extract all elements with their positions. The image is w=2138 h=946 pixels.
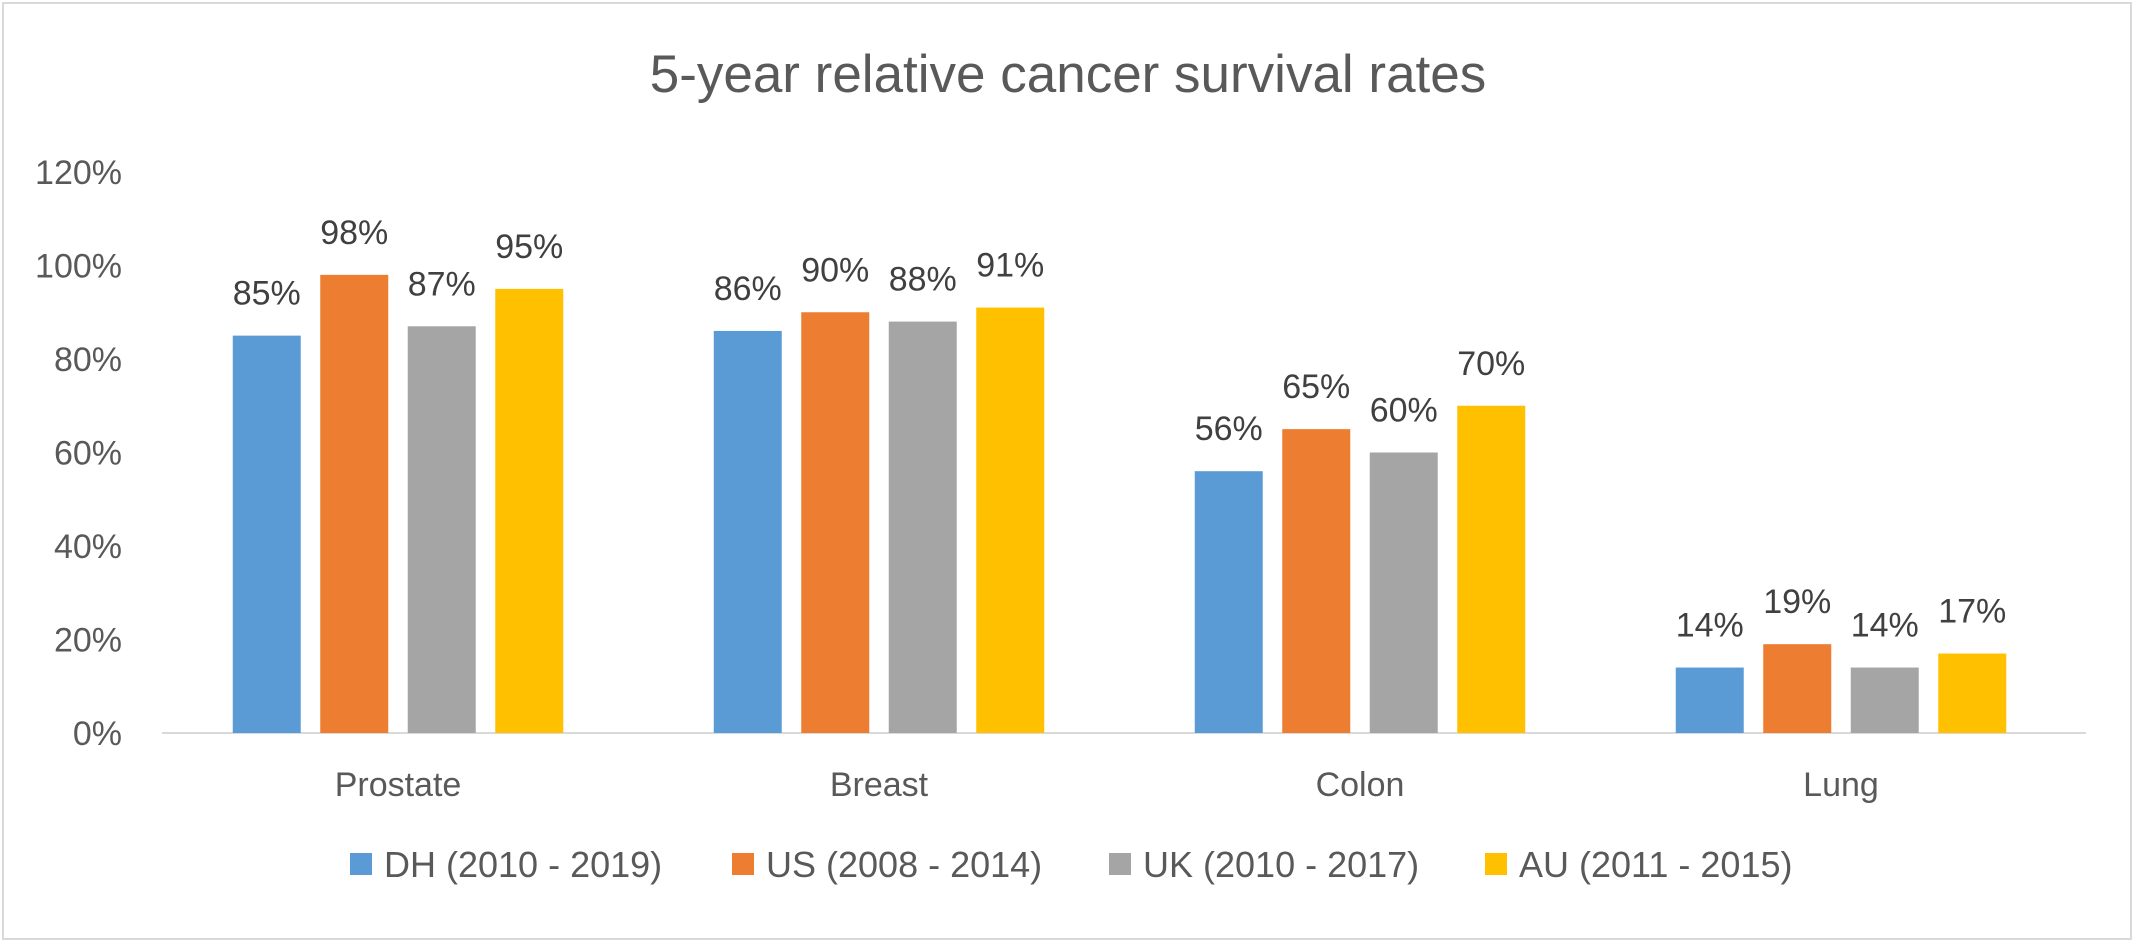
bar (1282, 429, 1351, 733)
data-label: 14% (1676, 607, 1744, 645)
bars-group (232, 274, 2007, 733)
x-axis: Prostate Breast Colon Lung (162, 732, 2086, 804)
bar (1763, 644, 1832, 733)
data-label: 70% (1457, 345, 1525, 383)
legend-label: DH (2010 - 2019) (384, 844, 662, 885)
legend-label: AU (2011 - 2015) (1519, 844, 1792, 885)
bar (1938, 653, 2007, 733)
bar (232, 335, 301, 733)
legend-swatch (350, 853, 372, 875)
data-label: 65% (1282, 368, 1350, 406)
bar (1675, 667, 1744, 733)
y-tick-label: 80% (54, 341, 122, 379)
bar (888, 321, 957, 733)
bar (320, 274, 389, 733)
y-tick-label: 120% (35, 154, 122, 192)
data-labels-group: 85% 86% 56% 14% 98% 90% 65% 19% 87% 88% 60% 14% 95% 9… (233, 214, 2007, 645)
data-label: 95% (495, 228, 563, 266)
y-axis: 0% 20% 40% 60% 80% 100% 120% (35, 154, 122, 753)
bar (495, 288, 564, 733)
legend-item: AU (2011 - 2015) (1485, 844, 1792, 885)
bar (1457, 405, 1526, 733)
x-tick-label: Prostate (335, 766, 462, 804)
y-tick-label: 60% (54, 435, 122, 473)
data-label: 88% (889, 261, 957, 299)
y-tick-label: 20% (54, 622, 122, 660)
bar (801, 312, 870, 733)
data-label: 19% (1763, 583, 1831, 621)
data-label: 98% (320, 214, 388, 252)
data-label: 86% (714, 270, 782, 308)
data-label: 56% (1195, 410, 1263, 448)
bar (407, 326, 476, 733)
data-label: 85% (233, 275, 301, 313)
legend-item: DH (2010 - 2019) (350, 844, 662, 885)
x-tick-label: Lung (1803, 766, 1879, 804)
data-label: 91% (976, 247, 1044, 285)
bar (1850, 667, 1919, 733)
legend-swatch (732, 853, 754, 875)
x-tick-label: Colon (1316, 766, 1405, 804)
chart-title: 5-year relative cancer survival rates (650, 45, 1487, 104)
bar (976, 307, 1045, 733)
y-tick-label: 0% (73, 715, 122, 753)
x-tick-label: Breast (830, 766, 929, 804)
bar (1194, 471, 1263, 733)
legend-swatch (1109, 853, 1131, 875)
legend-swatch (1485, 853, 1507, 875)
y-tick-label: 40% (54, 528, 122, 566)
data-label: 87% (408, 265, 476, 303)
data-label: 90% (801, 251, 869, 289)
bar (713, 330, 782, 733)
legend-label: UK (2010 - 2017) (1143, 844, 1419, 885)
data-label: 60% (1370, 392, 1438, 430)
data-label: 17% (1938, 593, 2006, 631)
legend-item: US (2008 - 2014) (732, 844, 1042, 885)
legend-item: UK (2010 - 2017) (1109, 844, 1419, 885)
y-tick-label: 100% (35, 248, 122, 286)
data-label: 14% (1851, 607, 1919, 645)
legend-label: US (2008 - 2014) (766, 844, 1042, 885)
legend: DH (2010 - 2019) US (2008 - 2014) UK (2010… (350, 844, 1792, 885)
bar (1369, 452, 1438, 733)
